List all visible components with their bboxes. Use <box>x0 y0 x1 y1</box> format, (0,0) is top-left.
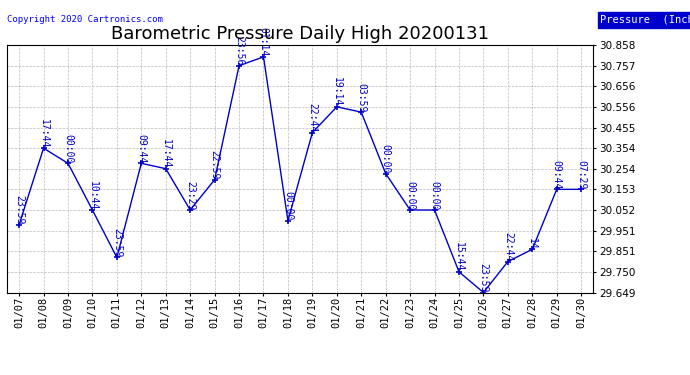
Text: 22:44: 22:44 <box>307 103 317 133</box>
Text: 01:14: 01:14 <box>259 27 268 57</box>
Text: 23:59: 23:59 <box>112 228 122 258</box>
Text: 19:14: 19:14 <box>332 78 342 107</box>
Text: 23:59: 23:59 <box>14 195 24 225</box>
Title: Barometric Pressure Daily High 20200131: Barometric Pressure Daily High 20200131 <box>111 26 489 44</box>
Text: 17:44: 17:44 <box>39 119 48 148</box>
Text: 09:44: 09:44 <box>552 160 562 189</box>
Text: 14: 14 <box>527 237 538 249</box>
Text: 03:59: 03:59 <box>356 83 366 112</box>
Text: 23:59: 23:59 <box>478 263 489 292</box>
Text: 00:00: 00:00 <box>430 181 440 210</box>
Text: Copyright 2020 Cartronics.com: Copyright 2020 Cartronics.com <box>7 15 163 24</box>
Text: 09:44: 09:44 <box>137 134 146 164</box>
Text: 00:00: 00:00 <box>63 134 73 164</box>
Text: 23:56: 23:56 <box>234 36 244 66</box>
Text: Pressure  (Inches/Hg): Pressure (Inches/Hg) <box>600 15 690 25</box>
Text: 00:00: 00:00 <box>381 144 391 174</box>
Text: 10:44: 10:44 <box>88 181 97 210</box>
Text: 22:59: 22:59 <box>210 150 219 180</box>
Text: 07:29: 07:29 <box>576 160 586 189</box>
Text: 22:44: 22:44 <box>503 232 513 262</box>
Text: 00:00: 00:00 <box>283 191 293 220</box>
Text: 00:00: 00:00 <box>405 181 415 210</box>
Text: 17:44: 17:44 <box>161 139 170 169</box>
Text: 15:44: 15:44 <box>454 243 464 272</box>
Text: 23:29: 23:29 <box>185 181 195 210</box>
